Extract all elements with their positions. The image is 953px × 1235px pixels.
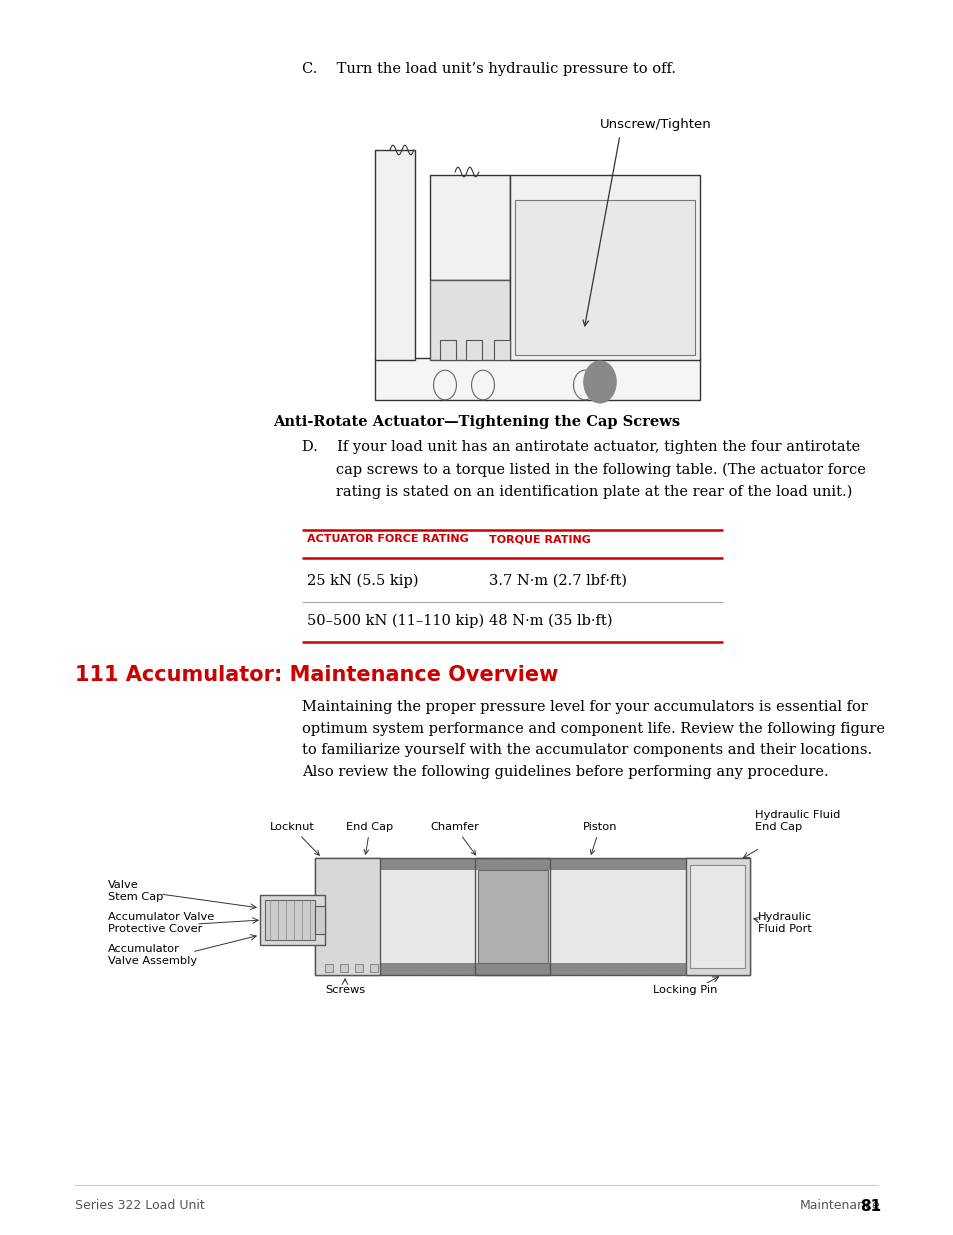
- Text: Locking Pin: Locking Pin: [652, 986, 717, 995]
- Bar: [314, 858, 749, 869]
- Bar: [515, 200, 695, 354]
- Bar: [370, 965, 377, 972]
- Bar: [375, 358, 700, 400]
- Bar: [325, 965, 333, 972]
- Text: Accumulator Valve
Protective Cover: Accumulator Valve Protective Cover: [108, 911, 214, 934]
- Text: Screws: Screws: [325, 986, 365, 995]
- Bar: [477, 869, 547, 963]
- Bar: [494, 340, 510, 359]
- Text: D.  If your load unit has an antirotate actuator, tighten the four antirotate: D. If your load unit has an antirotate a…: [302, 440, 860, 454]
- Bar: [314, 963, 749, 974]
- Bar: [314, 906, 325, 934]
- Text: Hydraulic Fluid
End Cap: Hydraulic Fluid End Cap: [754, 810, 840, 832]
- Bar: [265, 900, 314, 940]
- Text: cap screws to a torque listed in the following table. (The actuator force: cap screws to a torque listed in the fol…: [302, 462, 865, 477]
- Bar: [475, 858, 550, 974]
- Text: Chamfer: Chamfer: [430, 823, 479, 855]
- Bar: [314, 869, 749, 963]
- Text: to familiarize yourself with the accumulator components and their locations.: to familiarize yourself with the accumul…: [302, 743, 871, 757]
- Bar: [314, 858, 379, 974]
- Bar: [465, 340, 481, 359]
- Bar: [355, 965, 363, 972]
- Text: Locknut: Locknut: [270, 823, 319, 855]
- Text: 48 N·m (35 lb·ft): 48 N·m (35 lb·ft): [488, 614, 612, 629]
- Text: End Cap: End Cap: [346, 823, 394, 855]
- Bar: [317, 861, 746, 972]
- Bar: [430, 280, 510, 359]
- Text: rating is stated on an identification plate at the rear of the load unit.): rating is stated on an identification pl…: [302, 484, 851, 499]
- Text: TORQUE RATING: TORQUE RATING: [488, 534, 590, 543]
- Bar: [685, 858, 749, 974]
- Bar: [510, 175, 700, 359]
- Text: Maintaining the proper pressure level for your accumulators is essential for: Maintaining the proper pressure level fo…: [302, 700, 867, 714]
- Text: Hydraulic
Fluid Port: Hydraulic Fluid Port: [758, 911, 811, 934]
- Text: 50–500 kN (11–110 kip): 50–500 kN (11–110 kip): [307, 614, 483, 629]
- Text: Also review the following guidelines before performing any procedure.: Also review the following guidelines bef…: [302, 764, 828, 779]
- Text: 81: 81: [859, 1199, 881, 1214]
- Bar: [339, 965, 348, 972]
- Bar: [375, 149, 415, 359]
- Text: Piston: Piston: [582, 823, 617, 855]
- Bar: [314, 858, 749, 974]
- Text: 111 Accumulator: Maintenance Overview: 111 Accumulator: Maintenance Overview: [75, 664, 558, 685]
- Text: 3.7 N·m (2.7 lbf·ft): 3.7 N·m (2.7 lbf·ft): [488, 574, 626, 588]
- Bar: [439, 340, 456, 359]
- Bar: [689, 864, 744, 968]
- Text: 25 kN (5.5 kip): 25 kN (5.5 kip): [307, 574, 417, 588]
- Text: optimum system performance and component life. Review the following figure: optimum system performance and component…: [302, 721, 884, 736]
- Text: Accumulator
Valve Assembly: Accumulator Valve Assembly: [108, 944, 197, 966]
- Bar: [430, 175, 510, 280]
- Text: Valve
Stem Cap: Valve Stem Cap: [108, 881, 163, 902]
- Text: Series 322 Load Unit: Series 322 Load Unit: [75, 1199, 205, 1212]
- Text: C.  Turn the load unit’s hydraulic pressure to off.: C. Turn the load unit’s hydraulic pressu…: [302, 62, 676, 77]
- Text: Unscrew/Tighten: Unscrew/Tighten: [599, 119, 711, 131]
- Text: Anti-Rotate Actuator—Tightening the Cap Screws: Anti-Rotate Actuator—Tightening the Cap …: [274, 415, 679, 429]
- Circle shape: [583, 361, 616, 403]
- Text: ACTUATOR FORCE RATING: ACTUATOR FORCE RATING: [307, 534, 468, 543]
- Bar: [260, 895, 325, 945]
- Text: Maintenance: Maintenance: [800, 1199, 880, 1212]
